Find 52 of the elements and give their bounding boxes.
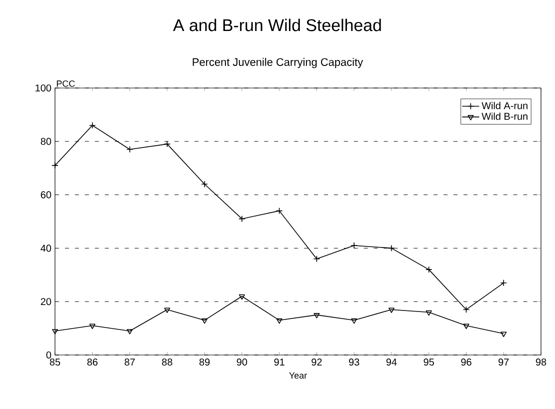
chart-title: A and B-run Wild Steelhead [173, 18, 381, 32]
x-tick-label: 85 [50, 358, 60, 366]
y-tick-label: 60 [40, 191, 52, 198]
legend-label: Wild A-run [482, 102, 528, 110]
point [500, 280, 508, 286]
x-tick-label: 88 [162, 358, 172, 366]
point [89, 324, 96, 330]
point [462, 306, 470, 313]
point [388, 244, 395, 252]
x-tick-label: 90 [236, 358, 248, 366]
x-tick-label: 91 [274, 358, 284, 366]
point [126, 146, 134, 153]
y-tick-label: 100 [36, 84, 52, 92]
point [126, 329, 133, 334]
x-tick-label: 98 [536, 358, 546, 366]
point [388, 308, 394, 313]
chart-subtitle: Percent Juvenile Carrying Capacity [192, 58, 364, 68]
point [52, 329, 58, 334]
x-tick-label: 96 [461, 358, 472, 366]
point [276, 207, 283, 214]
point [350, 242, 358, 249]
point [238, 215, 246, 222]
x-tick-label: 93 [349, 358, 360, 366]
point [351, 318, 358, 324]
x-tick-label: 89 [199, 358, 210, 366]
x-axis-title: Year [289, 372, 307, 379]
y-tick-label: 40 [40, 244, 52, 252]
y-tick-label: 20 [40, 298, 52, 306]
y-tick-label: 80 [40, 138, 52, 145]
point [314, 313, 320, 318]
point [425, 266, 432, 273]
y-axis-title: PCC [56, 80, 75, 87]
point [426, 310, 432, 316]
x-tick-label: 95 [424, 358, 434, 366]
point [238, 294, 245, 300]
x-tick-label: 92 [312, 358, 322, 366]
x-tick-label: 97 [498, 358, 509, 366]
x-tick-label: 87 [124, 358, 135, 366]
point [164, 308, 170, 313]
point [202, 318, 208, 324]
legend-label: Wild B-run [482, 112, 528, 120]
y-tick-label: 0 [46, 351, 52, 359]
point [164, 140, 171, 148]
point [52, 162, 58, 169]
point [463, 324, 470, 330]
point [313, 255, 320, 262]
point [201, 180, 208, 188]
point [276, 318, 282, 324]
point [89, 122, 96, 129]
x-tick-label: 86 [87, 358, 98, 366]
point [500, 332, 507, 338]
x-tick-label: 94 [386, 358, 397, 366]
